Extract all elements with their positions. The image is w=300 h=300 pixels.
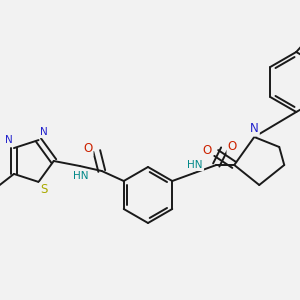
Text: S: S	[40, 183, 47, 196]
Text: HN: HN	[188, 160, 203, 170]
Text: N: N	[5, 135, 13, 145]
Text: O: O	[83, 142, 92, 155]
Text: O: O	[228, 140, 237, 154]
Text: HN: HN	[73, 171, 88, 181]
Text: O: O	[202, 143, 212, 157]
Text: N: N	[40, 127, 47, 137]
Text: N: N	[250, 122, 259, 136]
